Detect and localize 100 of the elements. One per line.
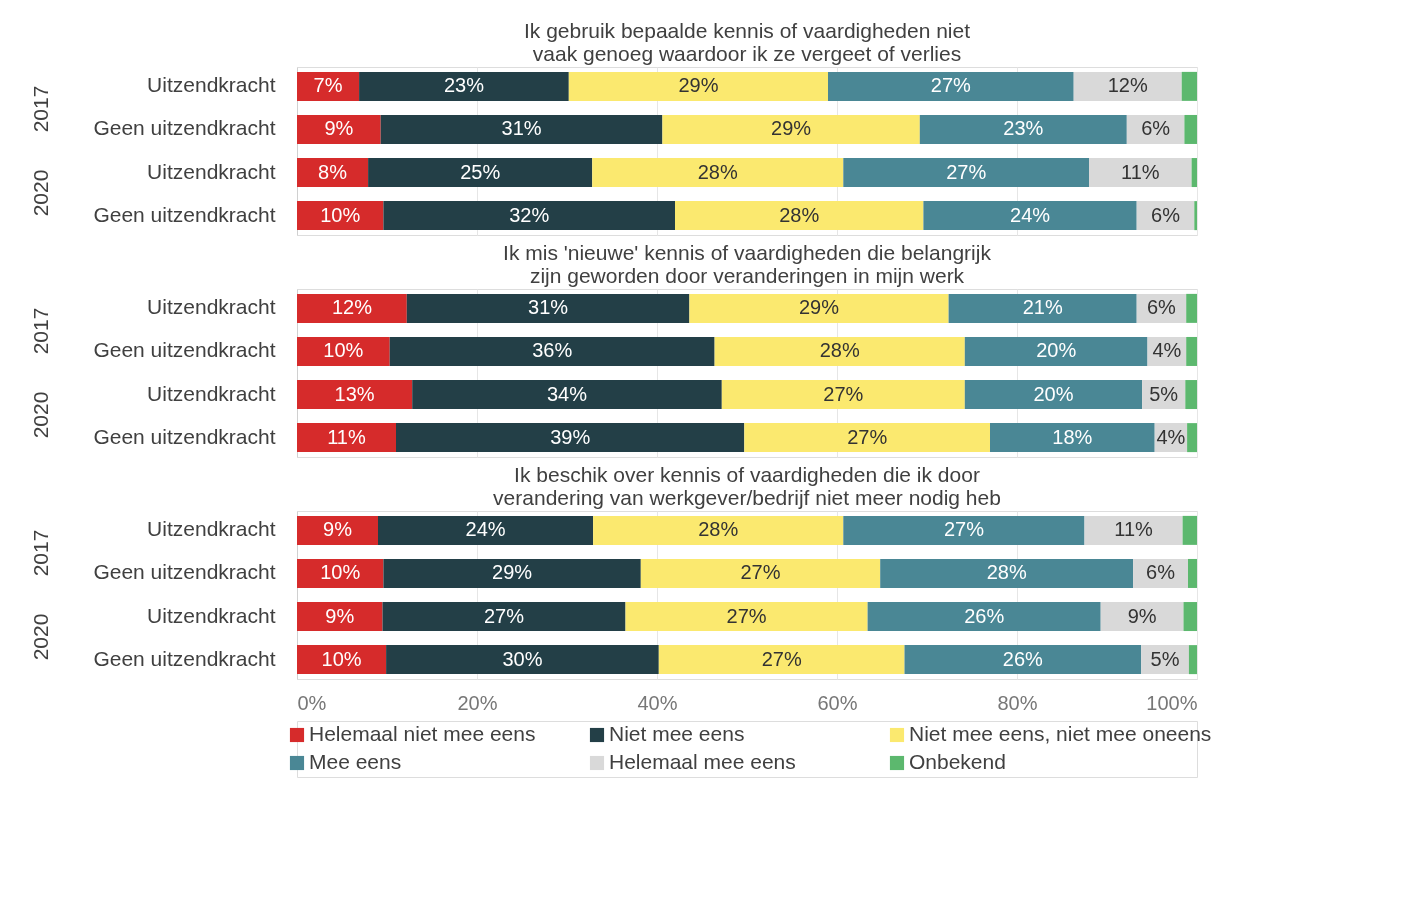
data-label: 26% (964, 604, 1005, 627)
data-label: 23% (1003, 117, 1044, 140)
data-label: 34% (546, 382, 588, 405)
data-label: 28% (698, 518, 739, 541)
bar (297, 380, 413, 410)
data-label: 11% (1121, 160, 1160, 183)
bar (592, 158, 844, 188)
data-label: 28% (779, 203, 820, 226)
text: 2017 (29, 85, 52, 133)
y-tick-label: Geen uitzendkracht (93, 338, 276, 362)
bar (1181, 71, 1197, 101)
data-label: 21% (1022, 296, 1063, 319)
data-label: 27% (483, 604, 525, 627)
legend-label: Helemaal niet mee eens (309, 722, 536, 745)
y-tick-label: Uitzendkracht (147, 381, 276, 405)
bar (964, 380, 1143, 410)
data-label: 28% (819, 339, 860, 362)
y-tick-label: Uitzendkracht (147, 517, 276, 541)
bar (396, 423, 745, 453)
data-label: 39% (550, 425, 591, 448)
data-label: 5% (1150, 647, 1180, 670)
bar (297, 293, 407, 323)
data-label: 5% (1149, 382, 1179, 405)
data-label: 27% (740, 561, 781, 584)
data-label: 20% (1036, 339, 1077, 362)
bar (744, 423, 990, 453)
x-tick-label: 40% (637, 691, 678, 714)
bar (297, 336, 390, 366)
bar (689, 293, 949, 323)
text: 2017 (29, 307, 52, 355)
data-label: 9% (324, 117, 354, 140)
data-label: 27% (946, 160, 987, 183)
text: 2020 (29, 613, 52, 661)
x-tick-label: 80% (997, 691, 1038, 714)
y-tick-label: Uitzendkracht (147, 295, 276, 319)
y-tick-label: Uitzendkracht (147, 603, 276, 627)
data-label: 10% (320, 561, 361, 584)
bar (1191, 158, 1197, 188)
bar (919, 114, 1127, 144)
data-label: 27% (930, 74, 972, 97)
legend-label: Niet mee eens, niet mee oneens (909, 722, 1212, 745)
chart-title: Ik beschik over kennis of vaardigheden die ik door verandering van werkgever/bedrijf niet meer nodig heb (493, 463, 1001, 509)
y-tick-label: Geen uitzendkracht (93, 202, 276, 226)
data-label: 12% (331, 296, 373, 319)
data-label: 12% (1107, 74, 1148, 97)
data-label: 36% (532, 339, 573, 362)
bar (389, 336, 715, 366)
bar (1185, 380, 1197, 410)
data-label: 20% (1033, 382, 1074, 405)
bar (714, 336, 965, 366)
data-label: 29% (492, 561, 533, 584)
data-label: 8% (318, 160, 348, 183)
data-label: 10% (321, 647, 362, 670)
bar (1194, 201, 1197, 231)
data-label: 4% (1152, 339, 1182, 362)
data-label: 27% (726, 604, 767, 627)
y-tick-label: Geen uitzendkracht (93, 116, 276, 140)
data-label: 6% (1146, 561, 1176, 584)
text: 2017 (29, 529, 52, 577)
data-label: 29% (678, 74, 719, 97)
data-label: 6% (1141, 117, 1171, 140)
y-tick-label: Uitzendkracht (147, 159, 276, 183)
data-label: 31% (528, 296, 569, 319)
data-label: 10% (320, 203, 361, 226)
data-label: 7% (313, 74, 343, 97)
bar (359, 71, 569, 101)
bar (368, 158, 593, 188)
bar (1089, 158, 1192, 188)
data-label: 6% (1147, 296, 1177, 319)
bar (1184, 114, 1197, 144)
bar (297, 423, 396, 453)
data-label: 24% (1010, 203, 1051, 226)
data-label: 18% (1052, 425, 1093, 448)
legend-label: Mee eens (309, 750, 402, 773)
y-tick-label: Geen uitzendkracht (93, 560, 276, 584)
data-label: 11% (327, 425, 366, 448)
bar (1186, 293, 1197, 323)
data-label: 26% (1002, 647, 1044, 670)
bar (1073, 71, 1182, 101)
text: 2020 (29, 391, 52, 439)
x-tick-label: 0% (297, 691, 327, 714)
data-label: 27% (823, 382, 864, 405)
chart-title: Ik gebruik bepaalde kennis of vaardigheden niet vaak genoeg waardoor ik ze vergeet of verlies (524, 19, 971, 65)
bar (990, 423, 1155, 453)
data-label: 23% (443, 74, 485, 97)
bar (412, 380, 722, 410)
bar (828, 71, 1074, 101)
data-label: 29% (771, 117, 812, 140)
bar (964, 336, 1148, 366)
data-label: 11% (1114, 518, 1154, 541)
bar (297, 114, 381, 144)
bar (1186, 336, 1197, 366)
x-tick-label: 60% (817, 691, 858, 714)
x-tick-label: 100% (1146, 691, 1198, 714)
data-label: 27% (761, 647, 802, 670)
bar (380, 114, 663, 144)
data-label: 29% (798, 296, 840, 319)
data-label: 28% (986, 561, 1027, 584)
bar (568, 71, 828, 101)
bar (843, 158, 1089, 188)
